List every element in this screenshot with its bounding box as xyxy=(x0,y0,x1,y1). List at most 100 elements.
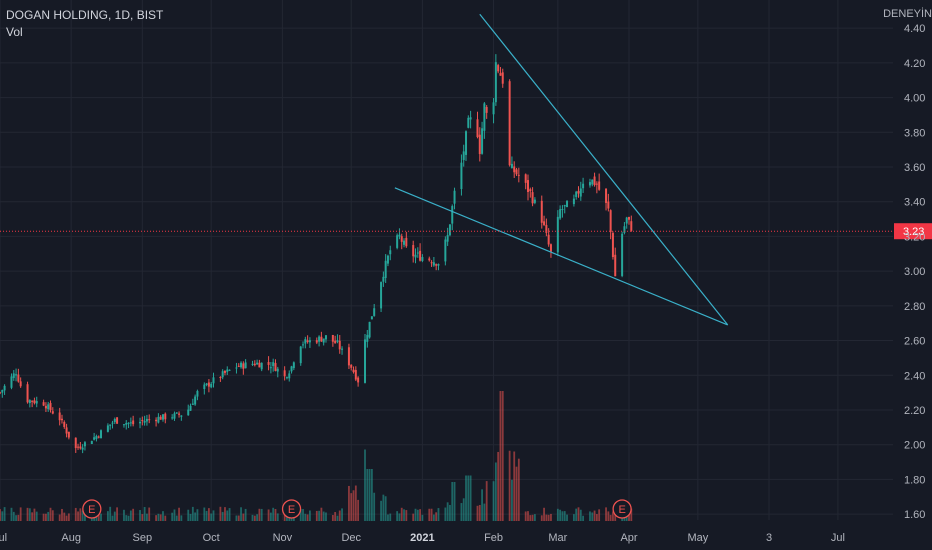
price-tick-label: 1.60 xyxy=(904,509,925,521)
volume-bar xyxy=(45,513,47,521)
volume-bar xyxy=(481,489,483,521)
candle-body xyxy=(623,226,626,233)
candle-body xyxy=(173,413,176,419)
price-tick-label: 3.20 xyxy=(904,231,925,243)
candle-body xyxy=(157,416,160,423)
candle-body xyxy=(320,336,323,342)
candle-body xyxy=(501,72,504,84)
candle-body xyxy=(593,176,596,186)
candle-body xyxy=(237,365,240,367)
candle-body xyxy=(164,413,167,420)
volume-bar xyxy=(529,515,532,521)
candle-body xyxy=(334,340,337,344)
candle-body xyxy=(416,252,419,254)
candle-body xyxy=(223,370,226,373)
candlesticks xyxy=(0,54,633,454)
candle-body xyxy=(497,65,500,72)
candle-body xyxy=(432,262,435,266)
time-tick-label: Nov xyxy=(273,532,293,544)
candle-body xyxy=(481,128,484,154)
volume-bar xyxy=(33,508,36,521)
volume-bar xyxy=(380,500,382,521)
volume-bar xyxy=(364,449,366,521)
candle-body xyxy=(77,446,80,448)
volume-bar xyxy=(334,511,337,521)
volume-bar xyxy=(561,511,564,521)
volume-bar xyxy=(58,514,61,521)
volume-bar xyxy=(111,515,114,521)
candle-body xyxy=(47,404,50,410)
volume-bar xyxy=(309,510,311,521)
time-axis: Jul Aug Sep Oct Nov Dec 2021 Feb Mar Apr May 3 Jul xyxy=(0,532,845,544)
symbol-title[interactable]: DOGAN HOLDING, 1D, BIST xyxy=(6,8,164,22)
candle-body xyxy=(267,362,270,365)
volume-bar xyxy=(322,511,325,521)
candle-body xyxy=(437,264,440,266)
volume-bar xyxy=(550,513,552,521)
volume-bar xyxy=(175,515,178,521)
volume-bar xyxy=(543,507,545,521)
volume-bar xyxy=(63,512,66,521)
candle-body xyxy=(405,237,408,247)
candle-body xyxy=(253,363,256,366)
brand-corner-label[interactable]: DENEYİN xyxy=(883,8,932,20)
volume-bar xyxy=(148,507,151,521)
candle-body xyxy=(605,188,608,203)
candle-body xyxy=(44,405,47,409)
volume-bar xyxy=(511,479,513,521)
earnings-circle xyxy=(612,499,632,519)
volume-bar xyxy=(10,507,13,521)
time-tick-label: Apr xyxy=(620,532,637,544)
volume-bar xyxy=(237,515,240,521)
candle-body xyxy=(563,205,566,207)
volume-bar xyxy=(591,512,594,521)
volume-bar xyxy=(396,511,399,521)
candle-body xyxy=(116,417,119,424)
volume-bar xyxy=(373,492,376,521)
volume-bar xyxy=(253,515,256,521)
candle-body xyxy=(60,418,63,421)
volume-bar xyxy=(244,508,247,521)
candle-body xyxy=(272,362,275,367)
candle-body xyxy=(331,335,334,342)
volume-bar xyxy=(398,513,401,521)
candle-body xyxy=(42,402,45,406)
candle-body xyxy=(336,340,339,342)
volume-bar xyxy=(139,510,141,521)
time-tick-label: Oct xyxy=(203,532,220,544)
earnings-marker[interactable]: E xyxy=(612,499,632,519)
candle-body xyxy=(508,81,511,166)
volume-bar xyxy=(432,514,435,521)
earnings-marker[interactable]: E xyxy=(82,499,102,519)
volume-bar xyxy=(180,515,183,521)
candle-body xyxy=(469,117,472,120)
volume-bar xyxy=(306,514,309,521)
candle-body xyxy=(561,209,564,211)
volume-bar xyxy=(3,507,6,521)
candle-body xyxy=(127,422,130,424)
volume-bar xyxy=(35,511,38,521)
candle-body xyxy=(494,62,497,103)
volume-bars xyxy=(0,391,633,521)
volume-bar xyxy=(299,509,302,521)
last-price-label: 3.23 xyxy=(903,226,924,238)
volume-bar xyxy=(1,511,4,521)
earnings-marker[interactable]: E xyxy=(281,499,302,519)
trendlines xyxy=(394,13,729,326)
volume-bar xyxy=(446,502,449,521)
candle-body xyxy=(414,254,417,258)
candle-body xyxy=(324,335,327,340)
candle-body xyxy=(74,437,77,449)
volume-bar xyxy=(302,509,304,521)
candle-body xyxy=(465,131,468,155)
volume-bar xyxy=(382,494,385,521)
volume-bar xyxy=(171,512,174,521)
candle-body xyxy=(0,392,1,394)
candle-body xyxy=(205,383,208,385)
volume-bar xyxy=(577,507,580,521)
candle-body xyxy=(125,422,128,425)
candle-body xyxy=(242,363,245,369)
volume-bar xyxy=(531,514,534,521)
